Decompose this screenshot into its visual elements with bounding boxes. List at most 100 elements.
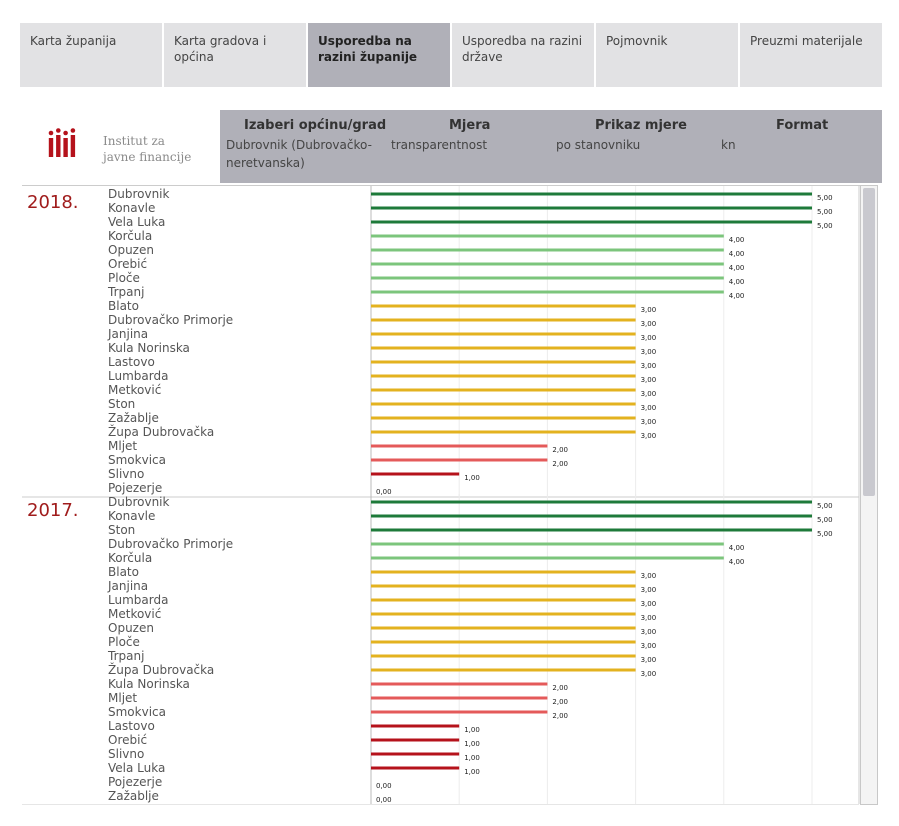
data-label: 1,00 [464, 754, 480, 762]
row-label: Ston [108, 523, 135, 537]
year-label: 2017. [27, 500, 79, 521]
data-label: 3,00 [641, 628, 657, 636]
format-filter[interactable]: Format kn [715, 110, 882, 183]
bar [371, 220, 812, 224]
data-label: 4,00 [729, 236, 745, 244]
data-label: 3,00 [641, 306, 657, 314]
bar [371, 556, 724, 560]
data-label: 3,00 [641, 670, 657, 678]
logo-text: Institut za javne financije [103, 133, 191, 165]
row-label: Kula Norinska [108, 677, 190, 691]
data-label: 5,00 [817, 516, 833, 524]
bar [371, 402, 636, 406]
data-label: 2,00 [552, 460, 568, 468]
data-label: 4,00 [729, 250, 745, 258]
row-label: Metković [108, 383, 161, 397]
row-label: Pojezerje [108, 775, 162, 789]
row-label: Trpanj [107, 285, 144, 299]
bar [371, 276, 724, 280]
bar [371, 528, 812, 532]
format-filter-title: Format [776, 118, 829, 133]
data-label: 2,00 [552, 712, 568, 720]
tab-usporedba-zupanije[interactable]: Usporedba na razini županije [308, 23, 450, 87]
row-label: Ploče [108, 635, 140, 649]
ijf-logo-icon [48, 128, 76, 157]
row-label: Slivno [108, 467, 144, 481]
bar [371, 416, 636, 420]
tab-pojmovnik[interactable]: Pojmovnik [596, 23, 738, 87]
bar [371, 682, 548, 686]
data-label: 3,00 [641, 390, 657, 398]
row-label: Smokvica [108, 705, 166, 719]
municipality-filter[interactable]: Izaberi općinu/grad Dubrovnik (Dubrovačk… [220, 110, 386, 183]
year-label: 2018. [27, 192, 79, 213]
data-label: 4,00 [729, 278, 745, 286]
bar [371, 346, 636, 350]
data-label: 3,00 [641, 572, 657, 580]
row-label: Kula Norinska [108, 341, 190, 355]
display-filter[interactable]: Prikaz mjere po stanovniku [550, 110, 715, 183]
bar [371, 696, 548, 700]
bar-chart: 2018. Dubrovnik 5,00 Konavle 5,00 Vela Luka 5,… [22, 186, 860, 805]
row-label: Lastovo [108, 355, 155, 369]
data-label: 1,00 [464, 740, 480, 748]
data-label: 3,00 [641, 432, 657, 440]
row-label: Vela Luka [108, 215, 165, 229]
data-label: 3,00 [641, 404, 657, 412]
bar [371, 318, 636, 322]
bar [371, 668, 636, 672]
bar [371, 206, 812, 210]
bar [371, 766, 460, 770]
data-label: 5,00 [817, 502, 833, 510]
row-label: Župa Dubrovačka [108, 424, 214, 439]
data-label: 5,00 [817, 194, 833, 202]
data-label: 4,00 [729, 264, 745, 272]
bar [371, 500, 812, 504]
bar [371, 192, 812, 196]
bar [371, 304, 636, 308]
tab-karta-gradova[interactable]: Karta gradova i općina [164, 23, 306, 87]
row-label: Dubrovačko Primorje [108, 537, 233, 551]
display-filter-value: po stanovniku [556, 138, 641, 152]
data-label: 3,00 [641, 418, 657, 426]
row-label: Konavle [108, 509, 155, 523]
scrollbar-thumb[interactable] [863, 188, 875, 496]
tab-preuzmi-materijale[interactable]: Preuzmi materijale [740, 23, 882, 87]
bar [371, 738, 460, 742]
row-label: Janjina [107, 579, 148, 593]
row-label: Ston [108, 397, 135, 411]
row-label: Zažablje [108, 789, 159, 803]
bar [371, 430, 636, 434]
bar [371, 262, 724, 266]
row-label: Opuzen [108, 243, 154, 257]
data-label: 2,00 [552, 684, 568, 692]
tab-karta-zupanija[interactable]: Karta županija [20, 23, 162, 87]
row-label: Smokvica [108, 453, 166, 467]
data-label: 3,00 [641, 656, 657, 664]
data-label: 0,00 [376, 782, 392, 790]
bar [371, 388, 636, 392]
row-label: Trpanj [107, 649, 144, 663]
chart-scrollbar[interactable] [860, 185, 878, 805]
data-label: 3,00 [641, 614, 657, 622]
bar [371, 598, 636, 602]
data-label: 4,00 [729, 558, 745, 566]
row-label: Vela Luka [108, 761, 165, 775]
measure-filter[interactable]: Mjera transparentnost [385, 110, 550, 183]
nav-tabs: Karta županija Karta gradova i općina Us… [20, 23, 882, 87]
tab-usporedba-drzave[interactable]: Usporedba na razini države [452, 23, 594, 87]
bar [371, 654, 636, 658]
row-label: Blato [108, 299, 139, 313]
row-label: Blato [108, 565, 139, 579]
row-label: Dubrovnik [108, 495, 170, 509]
data-label: 0,00 [376, 796, 392, 804]
row-label: Janjina [107, 327, 148, 341]
display-filter-title: Prikaz mjere [595, 118, 687, 133]
row-label: Slivno [108, 747, 144, 761]
row-label: Zažablje [108, 411, 159, 425]
bar [371, 640, 636, 644]
data-label: 5,00 [817, 208, 833, 216]
bar [371, 290, 724, 294]
format-filter-value: kn [721, 138, 736, 152]
data-label: 3,00 [641, 376, 657, 384]
